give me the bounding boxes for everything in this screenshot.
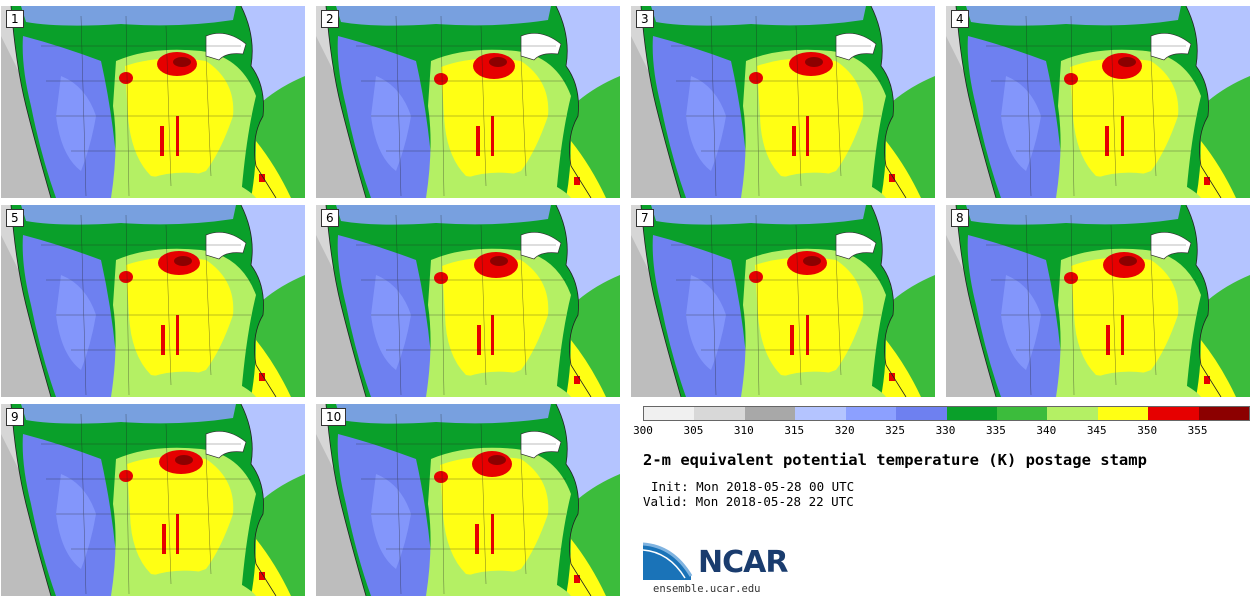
colorbar-ticks: 300 305 310 315 320 325 330 335 340 345 350 355	[633, 424, 1248, 440]
ncar-logo-text: NCAR	[698, 545, 788, 580]
colorbar-tick: 320	[834, 424, 855, 437]
colorbar-bin-4	[845, 407, 897, 420]
colorbar-tick: 340	[1036, 424, 1057, 437]
member-panel-9: 9	[1, 404, 305, 596]
colorbar-tick: 325	[885, 424, 906, 437]
member-panel-8: 8	[946, 205, 1250, 397]
colorbar-bin-9	[1097, 407, 1149, 420]
ncar-logo-icon	[643, 542, 693, 580]
member-number: 1	[6, 10, 24, 28]
member-number: 9	[6, 408, 24, 426]
colorbar-bin-7	[996, 407, 1048, 420]
member-panel-10: 10	[316, 404, 620, 596]
colorbar-tick: 315	[784, 424, 805, 437]
init-time: Init: Mon 2018-05-28 00 UTC	[651, 479, 855, 494]
member-number: 3	[636, 10, 654, 28]
figure-title: 2-m equivalent potential temperature (K)…	[643, 451, 1147, 469]
member-panel-5: 5	[1, 205, 305, 397]
colorbar-tick: 335	[985, 424, 1006, 437]
colorbar-tick: 355	[1187, 424, 1208, 437]
temperature-map	[316, 205, 620, 397]
colorbar-bin-2	[744, 407, 796, 420]
valid-time: Valid: Mon 2018-05-28 22 UTC	[643, 494, 854, 509]
temperature-map	[1, 205, 305, 397]
temperature-map	[946, 6, 1250, 198]
temperature-map	[631, 205, 935, 397]
colorbar-bin-0	[644, 407, 695, 420]
temperature-map	[316, 6, 620, 198]
site-url: ensemble.ucar.edu	[653, 583, 761, 595]
colorbar-bin-3	[795, 407, 846, 420]
colorbar-bin-6	[946, 407, 997, 420]
member-number: 4	[951, 10, 969, 28]
colorbar-tick: 345	[1086, 424, 1107, 437]
colorbar-tick: 300	[633, 424, 653, 437]
colorbar-bin-1	[694, 407, 745, 420]
member-panel-6: 6	[316, 205, 620, 397]
member-number: 6	[321, 209, 339, 227]
colorbar-bin-5	[896, 407, 947, 420]
member-number: 5	[6, 209, 24, 227]
member-number: 10	[321, 408, 347, 426]
temperature-map	[316, 404, 620, 596]
temperature-map	[946, 205, 1250, 397]
member-panel-4: 4	[946, 6, 1250, 198]
temperature-map	[1, 6, 305, 198]
member-panel-3: 3	[631, 6, 935, 198]
member-panel-7: 7	[631, 205, 935, 397]
member-number: 7	[636, 209, 654, 227]
member-number: 8	[951, 209, 969, 227]
colorbar-bin-10	[1148, 407, 1199, 420]
colorbar	[643, 406, 1250, 421]
member-number: 2	[321, 10, 339, 28]
colorbar-tick: 310	[733, 424, 754, 437]
colorbar-tick: 330	[935, 424, 956, 437]
temperature-map	[631, 6, 935, 198]
colorbar-bin-8	[1047, 407, 1098, 420]
colorbar-tick: 350	[1137, 424, 1158, 437]
temperature-map	[1, 404, 305, 596]
colorbar-tick: 305	[683, 424, 704, 437]
member-panel-2: 2	[316, 6, 620, 198]
member-panel-1: 1	[1, 6, 305, 198]
colorbar-bin-11	[1198, 407, 1250, 420]
